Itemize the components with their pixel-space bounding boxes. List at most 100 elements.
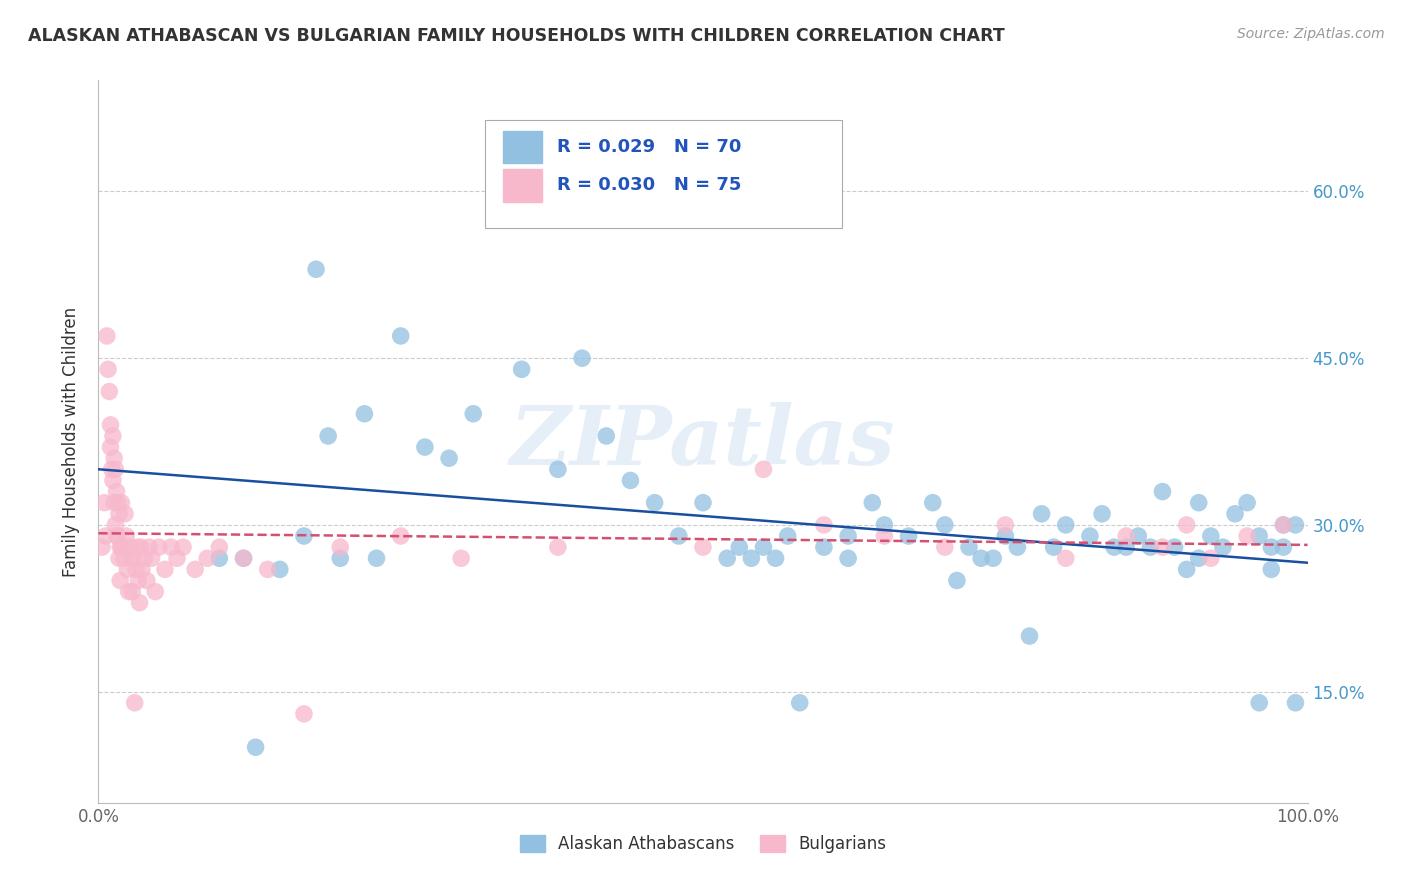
Point xyxy=(1018,629,1040,643)
Point xyxy=(946,574,969,588)
Point xyxy=(934,517,956,532)
FancyBboxPatch shape xyxy=(485,120,842,228)
Point xyxy=(1163,540,1185,554)
Y-axis label: Family Households with Children: Family Households with Children xyxy=(62,307,80,576)
Point xyxy=(1260,540,1282,554)
Point xyxy=(668,529,690,543)
Point xyxy=(873,517,896,532)
Bar xyxy=(503,169,543,202)
Point xyxy=(108,507,131,521)
Point xyxy=(463,407,485,421)
Point xyxy=(97,362,120,376)
Point xyxy=(619,474,641,488)
Text: ZIPatlas: ZIPatlas xyxy=(510,401,896,482)
Point xyxy=(1042,540,1064,554)
Point xyxy=(1175,562,1198,576)
Point xyxy=(112,551,135,566)
Point xyxy=(120,551,142,566)
Point xyxy=(105,484,128,499)
Point xyxy=(118,584,141,599)
Point xyxy=(256,562,278,576)
Point xyxy=(108,574,131,588)
Point xyxy=(125,562,148,576)
Point xyxy=(716,551,738,566)
Point xyxy=(292,529,315,543)
Point xyxy=(740,551,762,566)
Point xyxy=(114,507,136,521)
Point xyxy=(208,540,231,554)
Point xyxy=(1236,496,1258,510)
Point xyxy=(111,540,134,554)
Point xyxy=(143,584,166,599)
Point xyxy=(107,496,129,510)
Point xyxy=(110,540,132,554)
Point xyxy=(104,462,127,476)
Point xyxy=(98,384,121,399)
Point xyxy=(413,440,436,454)
Point xyxy=(1152,484,1174,499)
Point xyxy=(353,407,375,421)
Point xyxy=(981,551,1004,566)
Point xyxy=(104,517,127,532)
Point xyxy=(1249,529,1271,543)
Point xyxy=(1284,696,1306,710)
Point xyxy=(389,529,412,543)
Point xyxy=(921,496,943,510)
Point xyxy=(100,440,122,454)
Point xyxy=(138,540,160,554)
Text: R = 0.029   N = 70: R = 0.029 N = 70 xyxy=(557,138,741,156)
Point xyxy=(1054,551,1077,566)
Point xyxy=(108,540,131,554)
Bar xyxy=(503,131,543,163)
Point xyxy=(1199,529,1222,543)
Point xyxy=(1115,529,1137,543)
Point xyxy=(131,562,153,576)
Point xyxy=(94,529,117,543)
Point xyxy=(148,540,170,554)
Point xyxy=(329,551,352,566)
Point xyxy=(292,706,315,721)
Point xyxy=(107,529,129,543)
Point xyxy=(692,540,714,554)
Point xyxy=(1260,562,1282,576)
Point xyxy=(1272,517,1295,532)
Text: ALASKAN ATHABASCAN VS BULGARIAN FAMILY HOUSEHOLDS WITH CHILDREN CORRELATION CHAR: ALASKAN ATHABASCAN VS BULGARIAN FAMILY H… xyxy=(28,27,1005,45)
Point xyxy=(96,329,118,343)
Point xyxy=(124,696,146,710)
Point xyxy=(105,529,128,543)
Point xyxy=(1175,517,1198,532)
Point xyxy=(127,540,149,554)
Point xyxy=(93,496,115,510)
Point xyxy=(115,529,138,543)
Point xyxy=(366,551,388,566)
Point xyxy=(118,540,141,554)
Point xyxy=(91,540,114,554)
Point xyxy=(437,451,460,466)
Point xyxy=(135,574,157,588)
Point xyxy=(934,540,956,554)
Point xyxy=(101,474,124,488)
Point xyxy=(970,551,993,566)
Point xyxy=(1249,696,1271,710)
Point xyxy=(110,496,132,510)
Point xyxy=(1188,551,1211,566)
Point xyxy=(232,551,254,566)
Point xyxy=(873,529,896,543)
Point xyxy=(117,562,139,576)
Point xyxy=(100,462,122,476)
Point xyxy=(547,540,569,554)
Point xyxy=(752,540,775,554)
Point xyxy=(305,262,328,277)
Point xyxy=(765,551,787,566)
Point xyxy=(837,551,859,566)
Point xyxy=(1212,540,1234,554)
Point xyxy=(1078,529,1101,543)
Point xyxy=(571,351,593,366)
Point xyxy=(1272,517,1295,532)
Point xyxy=(389,329,412,343)
Point xyxy=(860,496,883,510)
Point xyxy=(103,451,125,466)
Point xyxy=(1128,529,1150,543)
Point xyxy=(121,584,143,599)
Point xyxy=(232,551,254,566)
